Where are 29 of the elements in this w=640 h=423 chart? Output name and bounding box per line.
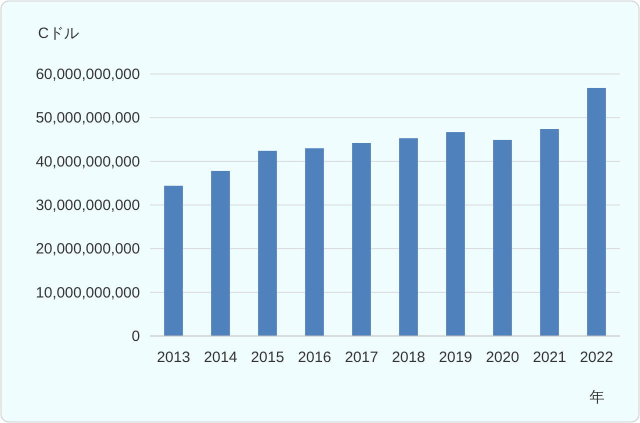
x-axis-title: 年 — [590, 389, 604, 406]
bar — [540, 129, 559, 336]
y-axis-title: Cドル — [38, 25, 79, 42]
y-tick-label: 30,000,000,000 — [36, 197, 140, 214]
x-tick-label: 2014 — [204, 349, 238, 366]
bar — [493, 140, 512, 336]
x-tick-label: 2016 — [298, 349, 332, 366]
x-tick-label: 2019 — [438, 349, 472, 366]
x-tick-label: 2013 — [156, 349, 190, 366]
y-tick-label: 20,000,000,000 — [36, 240, 140, 258]
bar — [352, 142, 371, 336]
bar — [399, 138, 418, 336]
x-tick-label: 2022 — [580, 349, 614, 366]
y-tick-label: 60,000,000,000 — [36, 66, 140, 83]
y-tick-label: 0 — [132, 328, 140, 345]
x-tick-label: 2017 — [344, 349, 378, 366]
x-tick-label: 2018 — [392, 349, 426, 366]
bar — [164, 186, 183, 336]
x-tick-label: 2020 — [486, 349, 520, 366]
bar — [446, 132, 465, 336]
x-tick-label: 2015 — [250, 349, 284, 366]
x-tick-label: 2021 — [532, 349, 566, 366]
y-tick-label: 50,000,000,000 — [36, 110, 140, 127]
bar — [258, 150, 277, 336]
y-tick-label: 40,000,000,000 — [36, 153, 140, 170]
bar — [211, 170, 230, 336]
bar — [305, 148, 324, 336]
y-tick-label: 10,000,000,000 — [36, 284, 140, 302]
bar — [587, 88, 606, 336]
